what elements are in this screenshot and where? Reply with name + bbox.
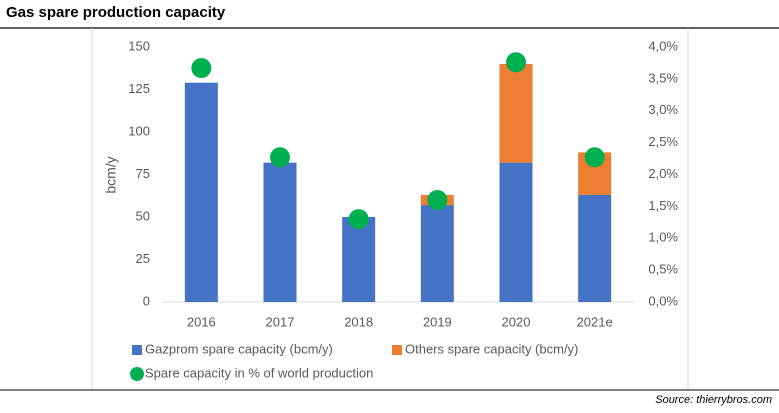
y2-tick-label: 0,5% bbox=[648, 262, 678, 277]
x-tick-label: 2016 bbox=[187, 314, 216, 329]
y-tick-label: 25 bbox=[136, 251, 150, 266]
x-tick-label: 2019 bbox=[423, 314, 452, 329]
bar bbox=[499, 64, 533, 163]
legend-marker bbox=[132, 345, 142, 355]
bar bbox=[263, 162, 297, 302]
y2-tick-label: 3,0% bbox=[648, 102, 678, 117]
y-tick-label: 75 bbox=[136, 166, 150, 181]
y-tick-label: 125 bbox=[128, 81, 150, 96]
dot bbox=[270, 147, 290, 168]
y-tick-label: 150 bbox=[128, 38, 150, 53]
dot bbox=[348, 209, 369, 230]
legend-label: Gazprom spare capacity (bcm/y) bbox=[145, 341, 333, 356]
y2-tick-label: 1,5% bbox=[648, 198, 678, 213]
dot bbox=[506, 52, 526, 73]
y2-tick-label: 2,0% bbox=[648, 166, 678, 181]
chart-title: Gas spare production capacity bbox=[6, 4, 226, 21]
y2-tick-label: 2,5% bbox=[648, 134, 678, 149]
x-tick-label: 2021e bbox=[577, 314, 613, 329]
x-tick-label: 2020 bbox=[502, 314, 531, 329]
legend-label: Others spare capacity (bcm/y) bbox=[405, 341, 578, 356]
y-axis-label: bcm/y bbox=[103, 156, 119, 193]
x-tick-label: 2018 bbox=[344, 314, 373, 329]
bar bbox=[578, 194, 612, 302]
dot bbox=[427, 190, 448, 210]
x-tick-label: 2017 bbox=[266, 314, 295, 329]
legend-marker bbox=[392, 345, 402, 355]
legend-label: Spare capacity in % of world production bbox=[145, 365, 373, 380]
bar bbox=[184, 82, 218, 302]
dot bbox=[191, 58, 212, 79]
source: Source: thierrybros.com bbox=[655, 394, 772, 406]
y2-tick-label: 0,0% bbox=[648, 293, 678, 308]
y2-tick-label: 1,0% bbox=[648, 230, 678, 245]
y2-tick-label: 3,5% bbox=[648, 70, 678, 85]
dot bbox=[584, 147, 605, 168]
legend-marker bbox=[130, 367, 144, 381]
y-tick-label: 0 bbox=[143, 293, 150, 308]
bar bbox=[420, 205, 454, 302]
bar bbox=[499, 162, 533, 302]
y2-tick-label: 4,0% bbox=[648, 38, 678, 53]
y-tick-label: 100 bbox=[128, 123, 150, 138]
bar bbox=[342, 217, 376, 302]
y-tick-label: 50 bbox=[136, 208, 150, 223]
